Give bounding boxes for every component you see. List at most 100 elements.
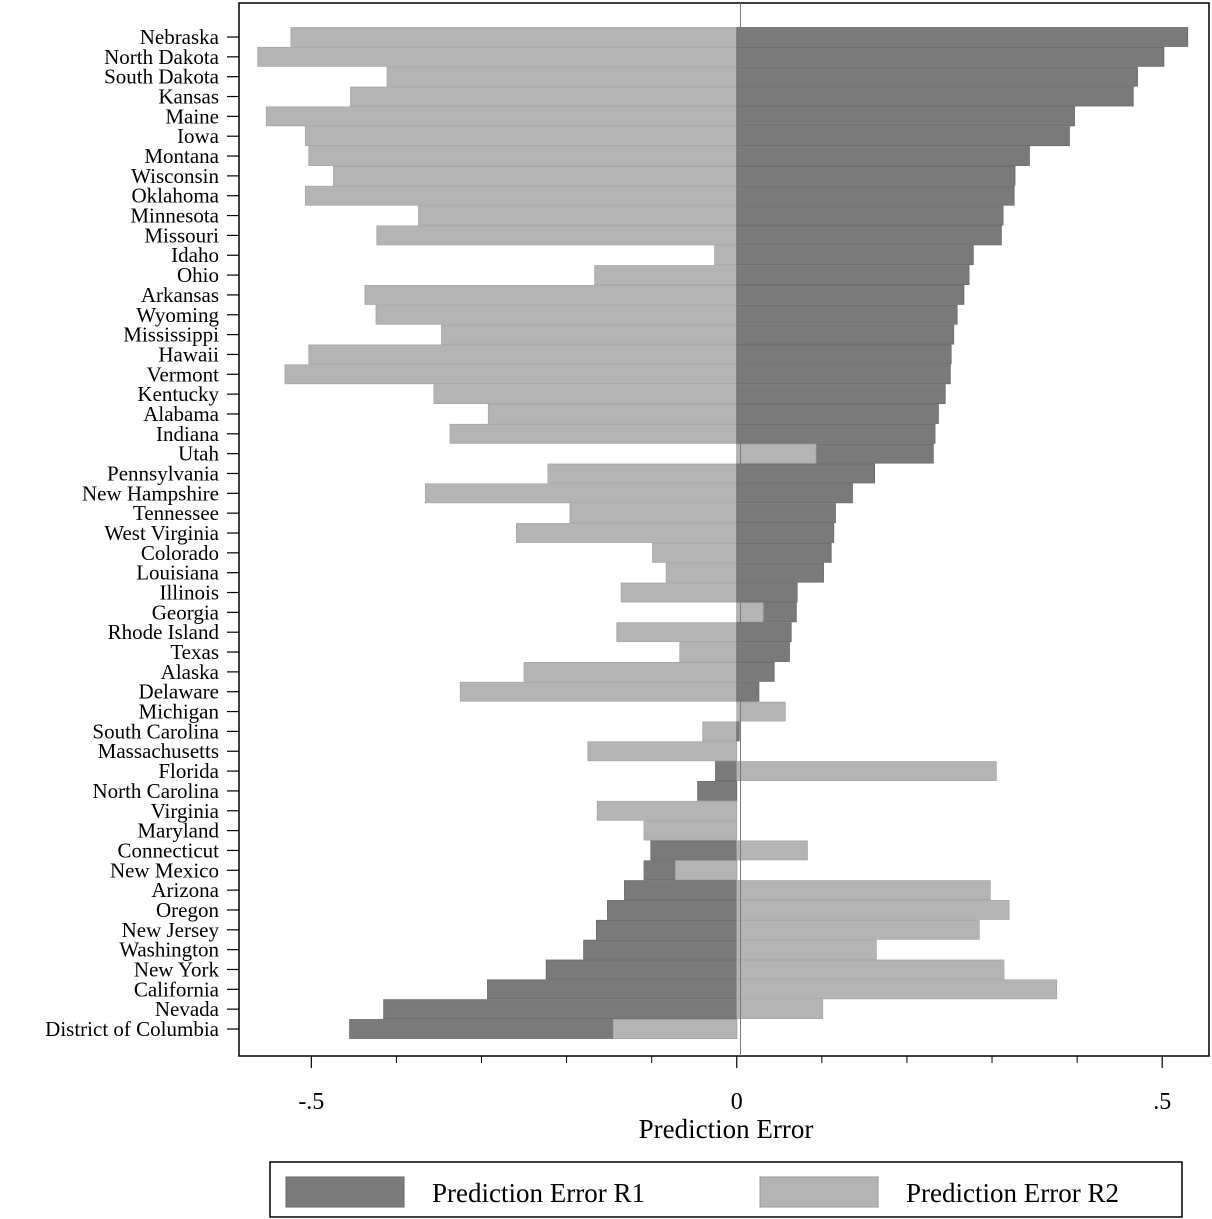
bar-r1-south-dakota xyxy=(736,66,1138,87)
bar-r1-maine xyxy=(736,106,1075,127)
y-label-north-carolina: North Carolina xyxy=(92,779,219,803)
bar-r2-california xyxy=(736,979,1058,1000)
bar-r1-wyoming xyxy=(736,304,958,325)
x-tick-label: .5 xyxy=(1153,1089,1171,1115)
legend: Prediction Error R1 Prediction Error R2 xyxy=(269,1161,1183,1218)
bar-r1-connecticut xyxy=(650,840,738,861)
bar-r2-utah xyxy=(736,443,817,464)
y-label-michigan: Michigan xyxy=(139,700,220,724)
bar-r1-illinois xyxy=(736,582,798,603)
y-label-georgia: Georgia xyxy=(152,600,220,624)
bar-r2-south-dakota xyxy=(386,66,738,87)
bar-r1-south-carolina xyxy=(736,721,740,742)
bar-r1-tennessee xyxy=(736,503,836,524)
bar-r2-washington xyxy=(736,939,877,960)
bar-r2-pennsylvania xyxy=(547,463,738,484)
y-label-arkansas: Arkansas xyxy=(141,283,219,307)
bar-r2-iowa xyxy=(304,126,738,147)
y-label-missouri: Missouri xyxy=(144,223,219,247)
bar-r2-missouri xyxy=(376,225,738,246)
bar-r1-new-hampshire xyxy=(736,483,853,504)
bar-r1-ohio xyxy=(736,265,970,285)
bar-r1-idaho xyxy=(736,245,974,266)
bar-r1-oregon xyxy=(607,900,738,920)
bar-r1-indiana xyxy=(736,423,936,444)
bar-r1-minnesota xyxy=(736,205,1004,226)
bar-r1-colorado xyxy=(736,542,832,563)
y-label-indiana: Indiana xyxy=(156,422,220,446)
legend-frame xyxy=(269,1161,1183,1218)
x-tick-label: -.5 xyxy=(298,1089,324,1115)
y-label-delaware: Delaware xyxy=(139,680,219,704)
y-label-tennessee: Tennessee xyxy=(133,501,219,525)
x-axis: -.5 0 .5 xyxy=(298,1056,1171,1115)
bar-r2-tennessee xyxy=(569,503,738,524)
bar-r2-delaware xyxy=(459,681,738,702)
bar-r1-north-dakota xyxy=(736,46,1165,67)
bar-r2-maryland xyxy=(643,820,738,841)
bar-r1-alaska xyxy=(736,661,775,682)
bar-r1-new-york xyxy=(545,959,738,980)
y-label-louisiana: Louisiana xyxy=(136,561,219,585)
bar-r2-illinois xyxy=(620,582,738,603)
y-label-maryland: Maryland xyxy=(137,819,219,843)
bar-r1-louisiana xyxy=(736,562,824,583)
bar-r2-louisiana xyxy=(665,562,738,583)
y-label-south-dakota: South Dakota xyxy=(104,65,220,89)
bar-r1-nebraska xyxy=(736,27,1189,47)
bar-r2-rhode-island xyxy=(616,622,738,643)
bar-r2-north-dakota xyxy=(257,46,738,67)
bar-r1-hawaii xyxy=(736,344,952,365)
bar-r2-west-virginia xyxy=(515,523,738,543)
y-label-arizona: Arizona xyxy=(151,878,219,902)
bar-r1-missouri xyxy=(736,225,1002,246)
y-label-nevada: Nevada xyxy=(155,997,220,1021)
bar-r1-pennsylvania xyxy=(736,463,876,484)
bar-r2-alaska xyxy=(523,661,738,682)
bar-r1-washington xyxy=(583,939,738,960)
bar-r2-new-mexico xyxy=(675,860,738,881)
bar-r1-texas xyxy=(736,642,790,662)
bar-r1-oklahoma xyxy=(736,185,1015,206)
bar-r1-florida xyxy=(715,761,738,781)
y-label-washington: Washington xyxy=(119,938,219,962)
y-label-new-mexico: New Mexico xyxy=(110,858,219,882)
bar-r2-mississippi xyxy=(441,324,738,345)
bar-r2-michigan xyxy=(736,701,786,722)
bar-r1-north-carolina xyxy=(697,781,738,801)
bar-r2-indiana xyxy=(449,423,738,444)
bar-r1-iowa xyxy=(736,126,1070,147)
bar-r1-nevada xyxy=(383,999,738,1020)
y-label-kansas: Kansas xyxy=(158,85,219,109)
y-label-colorado: Colorado xyxy=(141,541,219,565)
bar-r2-connecticut xyxy=(736,840,808,861)
bar-r1-delaware xyxy=(736,681,760,702)
bar-r1-rhode-island xyxy=(736,622,792,643)
x-axis-title: Prediction Error xyxy=(639,1114,814,1144)
bar-r2-nebraska xyxy=(290,27,738,47)
y-label-texas: Texas xyxy=(170,640,219,664)
y-label-new-hampshire: New Hampshire xyxy=(82,481,219,505)
y-label-connecticut: Connecticut xyxy=(118,838,220,862)
y-label-rhode-island: Rhode Island xyxy=(108,620,220,644)
y-label-oregon: Oregon xyxy=(156,898,219,922)
bar-r1-montana xyxy=(736,146,1030,166)
y-label-south-carolina: South Carolina xyxy=(92,719,219,743)
bar-r2-montana xyxy=(308,146,738,166)
bar-r2-massachusetts xyxy=(587,741,738,762)
legend-label-r1: Prediction Error R1 xyxy=(432,1178,645,1208)
y-label-montana: Montana xyxy=(144,144,219,168)
y-label-pennsylvania: Pennsylvania xyxy=(107,461,220,485)
bar-r2-virginia xyxy=(596,800,738,821)
y-label-west-virginia: West Virginia xyxy=(104,521,219,545)
bar-r1-wisconsin xyxy=(736,165,1016,186)
y-label-alaska: Alaska xyxy=(161,660,220,684)
bar-r1-west-virginia xyxy=(736,523,835,543)
bar-r2-arizona xyxy=(736,880,991,901)
bar-r2-colorado xyxy=(652,542,738,563)
bar-r2-texas xyxy=(679,642,738,662)
bar-r1-kansas xyxy=(736,86,1134,107)
y-label-iowa: Iowa xyxy=(177,124,220,148)
bar-r2-wyoming xyxy=(375,304,738,325)
